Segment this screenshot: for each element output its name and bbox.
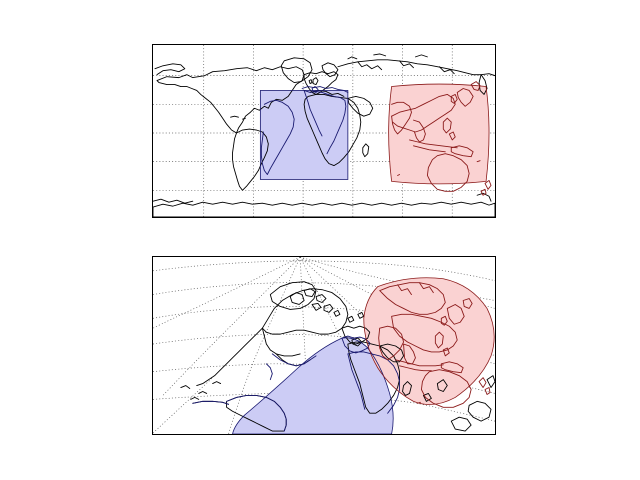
region-asiapacific-edge-bottom: [363, 277, 495, 405]
coastlines-atlantic-top: [260, 86, 349, 175]
region-atlantic-fill-bottom: [232, 337, 394, 434]
coastlines-asiapacific-top: [391, 81, 492, 196]
map-panel-bottom[interactable]: [152, 256, 496, 435]
region-asiapacific-fill-top: [388, 84, 490, 184]
map-top-svg: [153, 45, 495, 217]
coastlines-asiapacific-bottom: [378, 282, 491, 408]
coastlines-atlantic-bottom: [192, 335, 401, 432]
map-bottom-svg: [153, 257, 495, 434]
region-asiapacific-edge-top: [388, 83, 490, 185]
coastlines-top: [153, 53, 495, 217]
map-panel-top[interactable]: [152, 44, 496, 218]
